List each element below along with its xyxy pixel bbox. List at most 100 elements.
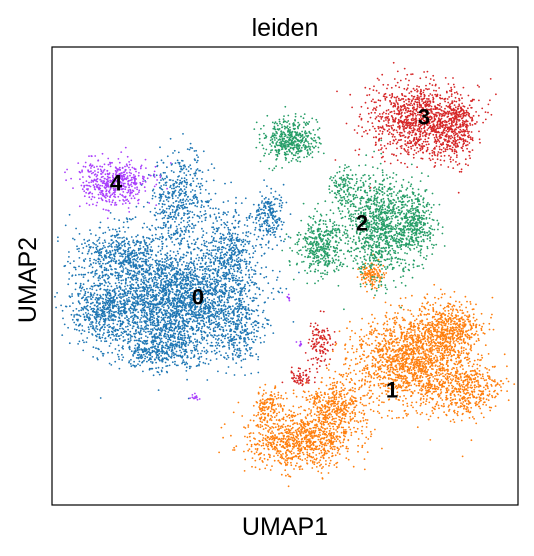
cluster-0-point [165, 341, 167, 344]
cluster-0-point [129, 306, 132, 308]
cluster-0-point [134, 271, 136, 274]
cluster-0-point [122, 249, 125, 252]
cluster-0-point [269, 230, 272, 232]
cluster-0-point [172, 305, 175, 308]
cluster-0-point [88, 331, 90, 334]
cluster-0-point [185, 178, 188, 181]
cluster-0-point [157, 389, 160, 391]
cluster-0-point [134, 278, 137, 281]
cluster-0-point [176, 306, 179, 308]
cluster-0-point [175, 319, 178, 322]
cluster-0-point [154, 278, 157, 281]
cluster-0-point [89, 306, 92, 308]
cluster-0-point [245, 263, 247, 266]
cluster-0-point [159, 286, 162, 289]
cluster-0-point [122, 328, 125, 330]
cluster-0-point [126, 303, 129, 306]
cluster-0-point [139, 257, 142, 260]
cluster-0-point [148, 290, 150, 293]
cluster-0-point [165, 260, 168, 262]
cluster-0-point [170, 215, 173, 218]
cluster-0-point [201, 201, 204, 203]
cluster-0-point [167, 331, 170, 333]
cluster-0-point [160, 319, 163, 322]
cluster-0-point [161, 305, 164, 307]
cluster-0-point [145, 258, 148, 261]
cluster-0-point [279, 235, 281, 238]
cluster-0-point [210, 198, 212, 201]
cluster-0-point [158, 334, 161, 337]
cluster-0-point [178, 260, 181, 262]
cluster-0-point [265, 196, 267, 199]
cluster-0-point [191, 350, 194, 352]
cluster-0-point [146, 288, 149, 290]
cluster-0-point [261, 237, 263, 240]
cluster-0-point [271, 216, 274, 219]
cluster-0-point [233, 374, 236, 376]
cluster-0-point [246, 281, 249, 283]
cluster-0-point [198, 358, 201, 360]
cluster-0-point [181, 334, 184, 337]
cluster-0-point [97, 347, 99, 350]
cluster-0-point [171, 241, 174, 243]
cluster-0-point [185, 254, 188, 257]
cluster-0-point [162, 236, 165, 239]
cluster-0-point [179, 300, 182, 302]
cluster-0-point [187, 251, 189, 254]
cluster-0-point [175, 225, 178, 228]
cluster-0-point [197, 352, 200, 355]
cluster-0-point [95, 259, 97, 262]
cluster-0-point [85, 301, 88, 304]
cluster-0-point [222, 201, 225, 204]
cluster-0-point [185, 324, 188, 327]
cluster-0-point [95, 272, 98, 275]
cluster-0-point [166, 221, 169, 224]
cluster-0-point [204, 293, 206, 295]
cluster-0-point [224, 182, 226, 185]
cluster-0-point [230, 261, 233, 264]
cluster-0-point [182, 301, 185, 303]
cluster-0-point [87, 280, 89, 282]
cluster-0-point [153, 324, 155, 327]
cluster-0-point [251, 300, 254, 303]
cluster-0-point [220, 305, 223, 307]
cluster-0-point [186, 355, 189, 357]
cluster-0-point [215, 320, 218, 323]
cluster-0-point [126, 298, 128, 300]
cluster-0-point [180, 346, 183, 349]
cluster-0-point [167, 259, 170, 261]
cluster-0-point [216, 257, 219, 260]
cluster-0-point [217, 304, 219, 307]
cluster-0-point [236, 302, 239, 304]
cluster-0-point [134, 344, 137, 347]
cluster-0-point [189, 274, 192, 277]
cluster-0-point [112, 260, 115, 262]
cluster-0-point [191, 199, 194, 202]
cluster-0-point [268, 203, 271, 205]
cluster-0-point [113, 218, 116, 220]
cluster-0-point [99, 277, 101, 280]
cluster-0-point [132, 239, 135, 242]
cluster-0-point [224, 284, 227, 287]
cluster-0-point [172, 202, 175, 204]
cluster-0-point [152, 307, 155, 310]
cluster-0-point [232, 216, 235, 219]
cluster-0-point [189, 296, 192, 299]
cluster-0-point [167, 229, 170, 232]
cluster-0-point [201, 236, 204, 239]
cluster-0-point [190, 252, 193, 255]
cluster-0-point [177, 214, 180, 216]
cluster-0-point [119, 319, 121, 322]
cluster-0-point [162, 200, 165, 203]
cluster-0-point [121, 332, 124, 335]
cluster-0-point [212, 305, 215, 308]
cluster-0-point [183, 309, 186, 312]
cluster-0-point [130, 286, 133, 289]
cluster-0-point [227, 211, 230, 213]
cluster-0-point [188, 336, 191, 339]
cluster-0-point [165, 245, 168, 248]
cluster-0-point [167, 232, 170, 235]
cluster-0-point [254, 273, 257, 275]
cluster-0-point [183, 233, 186, 236]
cluster-0-point [175, 286, 178, 289]
